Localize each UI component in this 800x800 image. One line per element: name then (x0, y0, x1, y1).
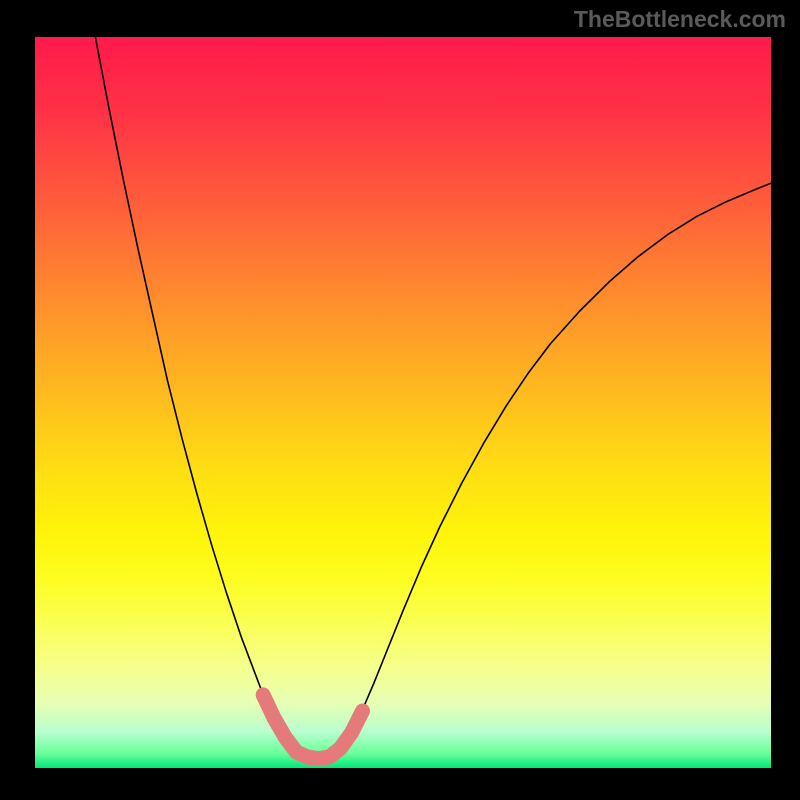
chart-container: TheBottleneck.com (0, 0, 800, 800)
plot-area (35, 37, 771, 768)
watermark-text: TheBottleneck.com (574, 6, 786, 33)
plot-svg (35, 37, 771, 768)
plot-background (35, 37, 771, 768)
